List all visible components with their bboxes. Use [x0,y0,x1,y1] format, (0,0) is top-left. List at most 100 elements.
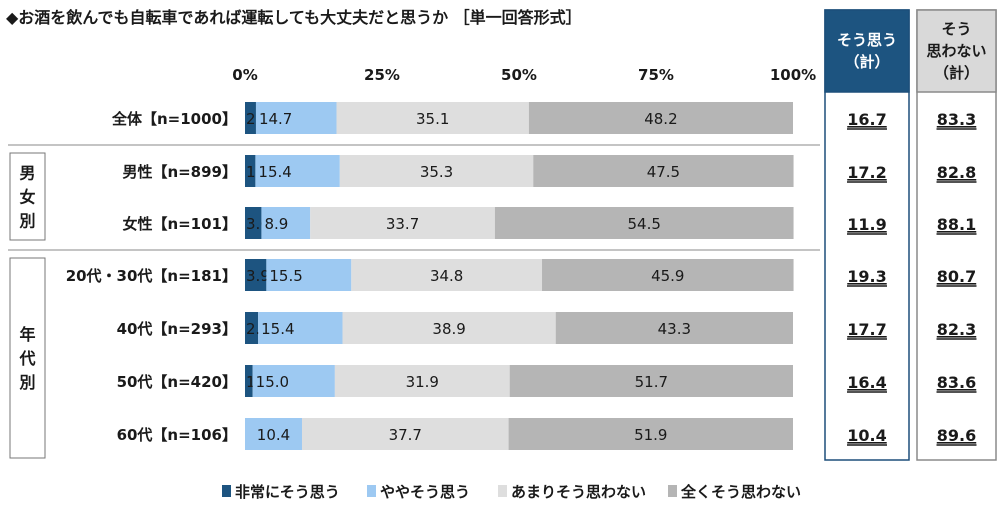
x-tick-label: 50% [501,66,537,84]
bar-segment [301,418,509,450]
data-label: 43.3 [658,320,691,338]
bar-segment [245,365,253,397]
group-label-char: 別 [19,373,35,392]
group-box [9,257,46,459]
bar-segment [255,102,337,134]
row-label: 60代【n=106】 [117,426,237,444]
legend-swatch [222,485,231,497]
data-label: 31.9 [406,373,439,391]
bar-segment [245,207,262,239]
row-label: 50代【n=420】 [117,373,237,391]
summary-value: 88.1 [937,215,976,234]
bar-segment [339,155,534,187]
summary-value: 10.4 [847,426,886,445]
summary-value: 11.9 [847,215,886,234]
group-label-char: 女 [19,188,35,207]
data-label: 15.4 [261,320,294,338]
legend-label: 全くそう思わない [680,483,801,501]
summary-value: 80.7 [937,267,976,286]
summary-value: 17.7 [847,320,886,339]
summary-value: 17.2 [847,163,886,182]
row-label: 女性【n=101】 [122,215,237,233]
bar-segment [252,365,335,397]
bar-segment [509,365,793,397]
bar-segment [334,365,510,397]
row-label: 全体【n=1000】 [111,110,237,128]
x-tick-label: 0% [232,66,257,84]
summary-column-header-bg [824,9,910,93]
bar-segment [245,102,256,134]
data-label: 51.7 [635,373,668,391]
data-label: 48.2 [644,110,677,128]
bar-segment [255,155,340,187]
bar-segment [310,207,495,239]
x-tick-label: 25% [364,66,400,84]
group-label-char: 男 [19,164,35,183]
data-label: 33.7 [386,215,419,233]
data-label: 15.5 [269,267,302,285]
data-label: 45.9 [651,267,684,285]
data-label: 34.8 [430,267,463,285]
bar-segment [245,312,259,344]
chart-title: ◆お酒を飲んでも自転車であれば運転しても大丈夫だと思うか ［単一回答形式］ [6,8,582,27]
data-label: 14.7 [259,110,292,128]
bar-segment [336,102,529,134]
data-label: 10.4 [257,426,290,444]
data-label: 3.9 [246,267,270,285]
bar-segment [245,155,256,187]
summary-column-header: （計） [934,64,979,82]
x-tick-label: 75% [638,66,674,84]
bar-segment [245,259,267,291]
legend-swatch [498,485,507,497]
bar-segment [266,259,352,291]
legend-label: 非常にそう思う [235,483,340,501]
bar-segment [494,207,794,239]
legend-label: あまりそう思わない [511,483,646,501]
legend-swatch [668,485,677,497]
bar-segment [261,207,311,239]
bar-segment [508,418,793,450]
bar-segment [533,155,794,187]
data-label: 35.3 [420,163,453,181]
bar-segment [245,418,302,450]
data-label: 15.4 [258,163,291,181]
bar-segment [528,102,793,134]
summary-value: 16.4 [847,373,886,392]
summary-value: 83.3 [937,110,976,129]
data-label: 47.5 [647,163,680,181]
bar-segment [555,312,793,344]
summary-value: 82.3 [937,320,976,339]
summary-column-header: そう [941,20,971,38]
summary-value: 89.6 [937,426,976,445]
data-label: 38.9 [432,320,465,338]
group-label-char: 年 [19,325,35,344]
data-label: 8.9 [264,215,288,233]
group-box [9,152,46,241]
summary-value: 16.7 [847,110,886,129]
bar-segment [258,312,343,344]
summary-column-header: （計） [844,53,889,71]
legend-swatch [367,485,376,497]
row-label: 男性【n=899】 [122,163,237,181]
data-label: 15.0 [256,373,289,391]
row-label: 20代・30代【n=181】 [66,267,237,285]
bar-segment [342,312,556,344]
row-label: 40代【n=293】 [117,320,237,338]
bar-segment [542,259,794,291]
data-label: 37.7 [389,426,422,444]
group-label-char: 別 [19,212,35,231]
summary-value: 82.8 [937,163,976,182]
summary-column-header: 思わない [926,42,986,60]
group-label-char: 代 [18,349,35,368]
summary-column-header-bg [916,9,997,93]
data-label: 54.5 [628,215,661,233]
legend-label: ややそう思う [380,483,470,501]
summary-value: 19.3 [847,267,886,286]
data-label: 35.1 [416,110,449,128]
summary-column-header: そう思う [837,31,897,49]
bar-segment [351,259,543,291]
data-label: 51.9 [634,426,667,444]
x-tick-label: 100% [770,66,816,84]
summary-value: 83.6 [937,373,976,392]
